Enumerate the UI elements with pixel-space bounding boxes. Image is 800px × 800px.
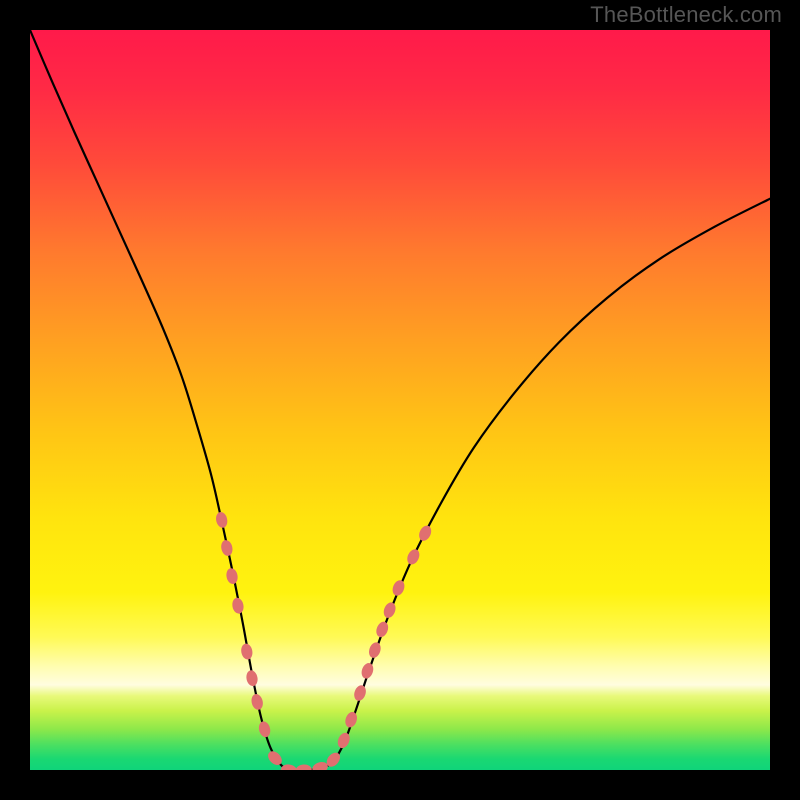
chart-frame: TheBottleneck.com — [0, 0, 800, 800]
watermark-text: TheBottleneck.com — [590, 2, 782, 28]
chart-svg — [0, 0, 800, 800]
plot-background — [30, 30, 770, 770]
